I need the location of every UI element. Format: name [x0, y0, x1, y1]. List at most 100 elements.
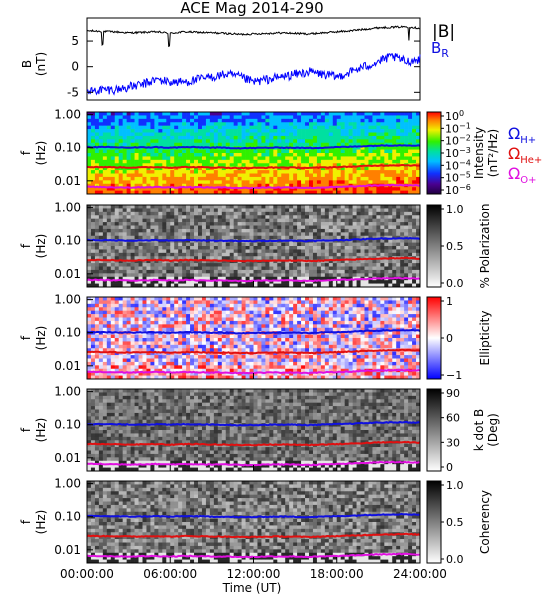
spectrogram-cell [352, 242, 357, 247]
spectrogram-cell [110, 112, 116, 116]
spectrogram-cell [102, 235, 108, 240]
spectrogram-cell [285, 125, 290, 130]
spectrogram-cell [277, 252, 282, 257]
spectrogram-cell [364, 135, 369, 140]
spectrogram-cell [90, 348, 96, 352]
spectrogram-cell [305, 228, 310, 233]
spectrogram-cell [348, 232, 353, 237]
spectrogram-cell [217, 355, 223, 359]
spectrogram-cell [324, 208, 330, 213]
spectrogram-cell [162, 183, 167, 188]
spectrogram-cell [352, 283, 357, 288]
spectrogram-cell [134, 283, 139, 288]
spectrogram-cell [142, 338, 147, 342]
spectrogram-cell [241, 273, 246, 278]
spectrogram-cell [126, 344, 131, 349]
spectrogram-cell [94, 232, 100, 237]
spectrogram-cell [178, 361, 183, 366]
spectrogram-cell [344, 166, 349, 171]
spectrogram-cell [412, 159, 417, 164]
spectrogram-cell [162, 361, 167, 366]
spectrogram-cell [380, 173, 385, 178]
spectrogram-cell [396, 232, 401, 237]
spectrogram-cell [372, 259, 377, 264]
spectrogram-cell [340, 163, 345, 167]
spectrogram-cell [312, 283, 318, 288]
spectrogram-cell [126, 170, 131, 174]
spectrogram-cell [277, 211, 282, 216]
spectrogram-cell [209, 256, 215, 260]
spectrogram-cell [213, 205, 219, 209]
spectrogram-cell [138, 163, 143, 167]
spectrogram-cell [352, 139, 357, 144]
spectrogram-cell [388, 159, 393, 164]
spectrogram-cell [190, 218, 195, 223]
spectrogram-cell [182, 232, 187, 237]
spectrogram-cell [98, 208, 104, 213]
spectrogram-cell [245, 225, 250, 230]
spectrogram-cell [158, 139, 163, 144]
spectrogram-cell [90, 166, 96, 171]
spectrogram-cell [328, 176, 334, 181]
spectrogram-cell [332, 228, 338, 233]
spectrogram-cell [102, 351, 108, 356]
spectrogram-cell [273, 156, 278, 161]
spectrogram-cell [340, 256, 345, 260]
spectrogram-cell [190, 211, 195, 216]
spectrogram-cell [305, 225, 310, 230]
spectrogram-cell [372, 122, 377, 126]
spectrogram-cell [158, 208, 163, 213]
spectrogram-cell [352, 218, 357, 223]
spectrogram-cell [237, 122, 242, 126]
spectrogram-cell [316, 222, 322, 226]
spectrogram-cell [182, 222, 187, 226]
spectrogram-cell [205, 259, 211, 264]
spectrogram-cell [118, 283, 123, 288]
spectrogram-cell [340, 273, 345, 278]
spectrogram-cell [217, 156, 223, 161]
spectrogram-cell [309, 276, 314, 281]
spectrogram-cell [221, 218, 227, 223]
spectrogram-cell [273, 208, 278, 213]
spectrogram-cell [265, 252, 270, 257]
spectrogram-cell [154, 276, 159, 281]
spectrogram-cell [201, 149, 207, 154]
spectrogram-cell [293, 159, 298, 164]
spectrogram-cell [293, 246, 298, 250]
spectrogram-cell [126, 190, 131, 195]
spectrogram-cell [392, 146, 397, 150]
spectrogram-cell [174, 176, 179, 181]
spectrogram-cell [249, 256, 254, 260]
spectrogram-cell [98, 153, 104, 157]
spectrogram-cell [253, 283, 258, 288]
spectrogram-cell [265, 218, 270, 223]
spectrogram-cell [400, 125, 405, 130]
spectrogram-cell [229, 297, 234, 301]
spectrogram-cell [269, 153, 274, 157]
spectrogram-cell [336, 222, 342, 226]
spectrogram-cell [130, 365, 135, 370]
spectrogram-cell [213, 252, 219, 257]
spectrogram-cell [289, 263, 294, 267]
spectrogram-cell [261, 276, 266, 281]
spectrogram-cell [225, 317, 231, 322]
spectrogram-cell [138, 280, 143, 284]
spectrogram-cell [174, 375, 179, 380]
spectrogram-cell [190, 173, 195, 178]
spectrogram-cell [170, 225, 175, 230]
spectrogram-cell [166, 276, 171, 281]
spectrogram-cell [364, 235, 369, 240]
spectrogram-cell [182, 235, 187, 240]
spectrogram-cell [257, 135, 262, 140]
spectrogram-cell [265, 280, 270, 284]
spectrogram-cell [98, 266, 104, 271]
spectrogram-cell [257, 190, 262, 195]
spectrogram-cell [316, 228, 322, 233]
spectrogram-cell [400, 232, 405, 237]
spectrogram-cell [106, 300, 112, 305]
spectrogram-cell [332, 246, 338, 250]
spectrogram-cell [166, 314, 171, 318]
spectrogram-cell [376, 135, 381, 140]
spectrogram-cell [142, 139, 147, 144]
spectrogram-cell [348, 156, 353, 161]
